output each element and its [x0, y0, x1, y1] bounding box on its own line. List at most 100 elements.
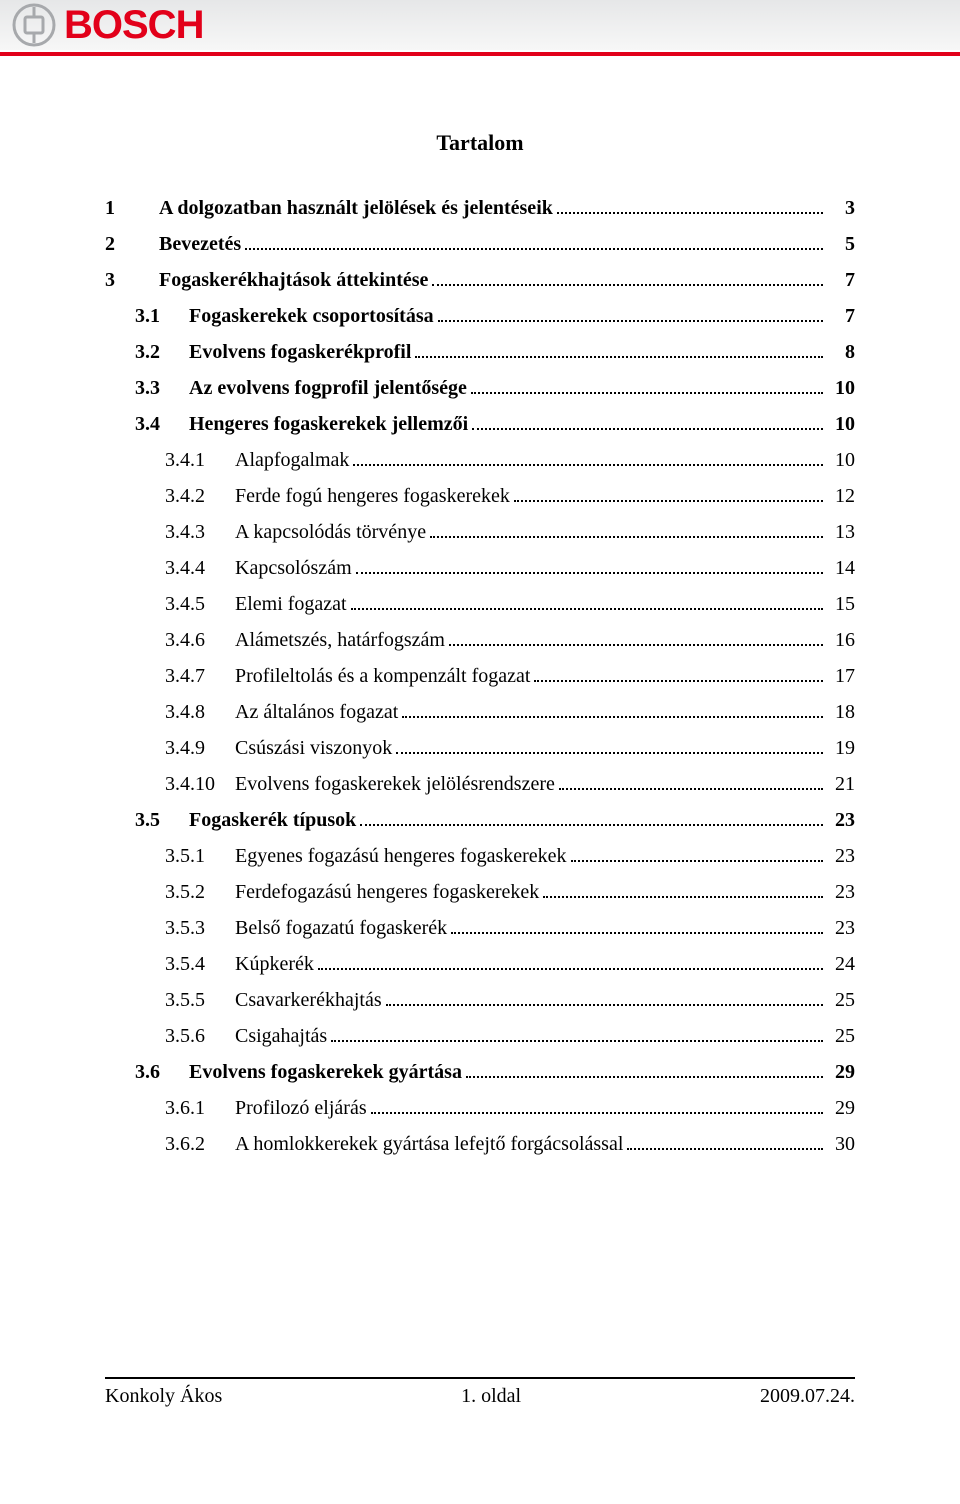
toc-number: 3.4.6 [165, 630, 235, 650]
content-area: Tartalom 1A dolgozatban használt jelölés… [105, 130, 855, 1170]
toc-leader-dots [402, 702, 823, 718]
toc-label: A dolgozatban használt jelölések és jele… [159, 198, 553, 218]
toc-label: Csúszási viszonyok [235, 738, 392, 758]
toc-number: 3.5.4 [165, 954, 235, 974]
toc-leader-dots [371, 1098, 823, 1114]
toc-label: Hengeres fogaskerekek jellemzői [189, 414, 468, 434]
toc-entry: 3.4.6Alámetszés, határfogszám 16 [165, 630, 855, 650]
toc-entry: 3.6.1Profilozó eljárás29 [165, 1098, 855, 1118]
toc-page-number: 29 [827, 1062, 855, 1082]
footer-date: 2009.07.24. [760, 1385, 855, 1408]
toc-label: Fogaskerékhajtások áttekintése [159, 270, 428, 290]
page-title: Tartalom [105, 130, 855, 156]
toc-label: Evolvens fogaskerekek gyártása [189, 1062, 462, 1082]
toc-entry: 3.5.3Belső fogazatú fogaskerék 23 [165, 918, 855, 938]
toc-leader-dots [353, 450, 823, 466]
toc-page-number: 10 [827, 414, 855, 434]
toc-entry: 3Fogaskerékhajtások áttekintése7 [105, 270, 855, 290]
toc-label: Evolvens fogaskerékprofil [189, 342, 411, 362]
toc-number: 3.5.3 [165, 918, 235, 938]
toc-label: Profileltolás és a kompenzált fogazat [235, 666, 530, 686]
toc-label: Bevezetés [159, 234, 241, 254]
toc-leader-dots [449, 630, 823, 646]
toc-leader-dots [432, 270, 823, 286]
toc-label: Profilozó eljárás [235, 1098, 367, 1118]
toc-page-number: 10 [827, 450, 855, 470]
toc-entry: 3.4.7Profileltolás és a kompenzált fogaz… [165, 666, 855, 686]
toc-number: 3.4.4 [165, 558, 235, 578]
header-bar: BOSCH [0, 0, 960, 62]
toc-page-number: 23 [827, 846, 855, 866]
toc-entry: 3.4.9Csúszási viszonyok19 [165, 738, 855, 758]
toc-leader-dots [360, 810, 823, 826]
toc-entry: 3.4.2Ferde fogú hengeres fogaskerekek12 [165, 486, 855, 506]
toc-page-number: 3 [827, 198, 855, 218]
page-footer: Konkoly Ákos 1. oldal 2009.07.24. [105, 1377, 855, 1408]
toc-page-number: 12 [827, 486, 855, 506]
toc-entry: 3.6.2A homlokkerekek gyártása lefejtő fo… [165, 1134, 855, 1154]
toc-leader-dots [627, 1134, 823, 1150]
toc-page-number: 25 [827, 990, 855, 1010]
toc-leader-dots [571, 846, 823, 862]
toc-leader-dots [318, 954, 823, 970]
toc-label: Belső fogazatú fogaskerék [235, 918, 447, 938]
toc-page-number: 23 [827, 810, 855, 830]
toc-entry: 3.3Az evolvens fogprofil jelentősége10 [135, 378, 855, 398]
toc-label: Alámetszés, határfogszám [235, 630, 445, 650]
toc-label: Ferdefogazású hengeres fogaskerekek [235, 882, 539, 902]
footer-row: Konkoly Ákos 1. oldal 2009.07.24. [105, 1385, 855, 1408]
toc-entry: 3.1Fogaskerekek csoportosítása7 [135, 306, 855, 326]
toc-number: 3.5.1 [165, 846, 235, 866]
toc-label: Egyenes fogazású hengeres fogaskerekek [235, 846, 567, 866]
toc-entry: 3.5.5Csavarkerékhajtás 25 [165, 990, 855, 1010]
toc-leader-dots [472, 414, 823, 430]
toc-number: 3.4.2 [165, 486, 235, 506]
toc-entry: 3.5.1Egyenes fogazású hengeres fogaskere… [165, 846, 855, 866]
toc-label: A kapcsolódás törvénye [235, 522, 426, 542]
toc-number: 3.2 [135, 342, 189, 362]
toc-leader-dots [534, 666, 823, 682]
footer-divider [105, 1377, 855, 1379]
toc-label: Csigahajtás [235, 1026, 327, 1046]
toc-number: 3.1 [135, 306, 189, 326]
toc-label: Csavarkerékhajtás [235, 990, 382, 1010]
toc-number: 3.4.10 [165, 774, 235, 794]
toc-number: 3.4.9 [165, 738, 235, 758]
toc-leader-dots [451, 918, 823, 934]
toc-number: 3.4.8 [165, 702, 235, 722]
toc-label: Evolvens fogaskerekek jelölésrendszere [235, 774, 555, 794]
toc-label: Az általános fogazat [235, 702, 398, 722]
toc-number: 3.5.5 [165, 990, 235, 1010]
toc-entry: 3.4.5Elemi fogazat15 [165, 594, 855, 614]
toc-number: 3.4 [135, 414, 189, 434]
header-divider [0, 52, 960, 56]
toc-number: 3.4.3 [165, 522, 235, 542]
toc-number: 3.5 [135, 810, 189, 830]
brand-logo: BOSCH [12, 3, 203, 48]
toc-number: 3.5.6 [165, 1026, 235, 1046]
toc-number: 3.5.2 [165, 882, 235, 902]
toc-leader-dots [356, 558, 823, 574]
bosch-armature-icon [12, 3, 56, 47]
toc-leader-dots [471, 378, 823, 394]
toc-page-number: 23 [827, 918, 855, 938]
footer-page-label: 1. oldal [461, 1385, 521, 1408]
toc-entry: 3.6Evolvens fogaskerekek gyártása 29 [135, 1062, 855, 1082]
toc-number: 3.3 [135, 378, 189, 398]
toc-page-number: 17 [827, 666, 855, 686]
toc-page-number: 14 [827, 558, 855, 578]
toc-number: 3.6.1 [165, 1098, 235, 1118]
toc-label: Fogaskerék típusok [189, 810, 356, 830]
toc-entry: 3.2Evolvens fogaskerékprofil8 [135, 342, 855, 362]
toc-leader-dots [466, 1062, 823, 1078]
toc-page-number: 16 [827, 630, 855, 650]
footer-author: Konkoly Ákos [105, 1385, 222, 1408]
toc-page-number: 30 [827, 1134, 855, 1154]
toc-entry: 3.4.1Alapfogalmak10 [165, 450, 855, 470]
toc-number: 3.6 [135, 1062, 189, 1082]
toc-entry: 3.5Fogaskerék típusok 23 [135, 810, 855, 830]
toc-number: 3 [105, 270, 159, 290]
toc-leader-dots [386, 990, 823, 1006]
toc-entry: 3.4.8Az általános fogazat18 [165, 702, 855, 722]
toc-leader-dots [396, 738, 823, 754]
